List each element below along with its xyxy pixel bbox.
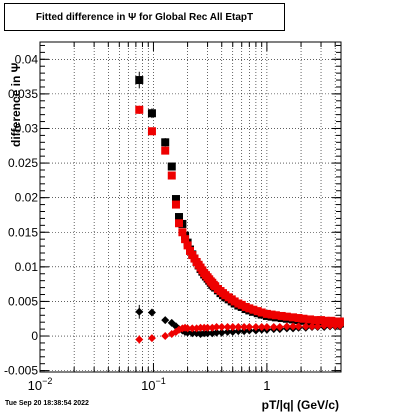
data-point-width: [317, 316, 326, 325]
data-point-mean: [262, 323, 271, 332]
data-point-width: [271, 311, 280, 320]
data-point-mean: [203, 323, 212, 332]
data-point-width: [289, 313, 298, 322]
data-point-width: [257, 308, 266, 317]
data-point-mean: [217, 323, 226, 332]
data-point-width: [167, 171, 176, 180]
data-point-mean: [234, 327, 243, 336]
y-tick-label: -0.005: [4, 364, 38, 378]
data-point-mean: [289, 322, 298, 331]
data-point-mean: [183, 324, 192, 333]
y-tick-label: 0.015: [8, 225, 38, 239]
data-point-mean: [301, 322, 310, 331]
data-point-mean: [313, 322, 322, 331]
data-point-mean: [135, 335, 144, 344]
data-point-mean: [217, 328, 226, 337]
grid-lines: [40, 42, 341, 372]
data-point-width: [167, 162, 176, 171]
data-point-mean: [294, 322, 303, 331]
y-tick-label: 0.005: [8, 294, 38, 308]
data-point-mean: [257, 323, 266, 332]
y-tick-label: 0.035: [8, 87, 38, 101]
data-point-width: [335, 317, 344, 326]
data-point-width: [147, 109, 156, 118]
data-point-mean: [269, 323, 278, 332]
y-tick-label: 0.025: [8, 156, 38, 170]
timestamp: Tue Sep 20 18:38:54 2022: [5, 400, 89, 407]
data-point-mean: [320, 321, 329, 330]
data-point-mean: [251, 323, 260, 332]
data-point-mean: [245, 323, 254, 332]
plot-frame: [39, 41, 342, 373]
data-point-width: [277, 311, 286, 320]
y-tick-label: 0: [31, 329, 38, 343]
data-point-width: [161, 138, 170, 147]
y-tick-label: 0.04: [15, 52, 39, 66]
y-axis-label: difference in Ψ: [9, 62, 23, 147]
data-point-mean: [188, 324, 197, 333]
data-point-width: [178, 228, 187, 237]
data-point-width: [299, 314, 308, 323]
data-point-width: [245, 304, 254, 313]
x-axis-label: pT/|q| (GeV/c): [262, 398, 339, 412]
data-point-mean: [240, 327, 249, 336]
data-point-mean: [212, 323, 221, 332]
x-tick-label: 10−2: [28, 376, 53, 393]
axes: 10−2 10−1 1 -0.005 0 0.005 0.01 0.015 0.02 0.025 0…: [4, 42, 341, 393]
data-point-mean: [240, 323, 249, 332]
y-tick-label: 0.02: [15, 191, 39, 205]
chart-title: Fitted difference in Ψ for Global Rec Al…: [35, 11, 254, 23]
data-point-mean: [282, 322, 291, 331]
data-point-width: [306, 315, 315, 324]
data-point-width: [171, 200, 180, 209]
data-point-width: [171, 195, 180, 204]
data-point-mean: [234, 323, 243, 332]
data-point-mean: [203, 329, 212, 338]
y-tick-label: 0.01: [15, 260, 39, 274]
data-point-width: [249, 305, 258, 314]
data-point-width: [175, 219, 184, 228]
data-point-width: [183, 241, 192, 250]
data-point-mean: [331, 321, 340, 330]
data-point-mean: [326, 321, 335, 330]
data-point-width: [161, 146, 170, 155]
data-point-mean: [223, 323, 232, 332]
data-point-mean: [161, 316, 170, 325]
data-point-width: [135, 76, 144, 85]
data-point-mean: [228, 327, 237, 336]
data-point-mean: [223, 327, 232, 336]
data-point-mean: [308, 322, 317, 331]
data-point-width: [147, 127, 156, 136]
data-point-width: [262, 309, 271, 318]
data-point-width: [327, 316, 336, 325]
data-point-mean: [161, 332, 170, 341]
data-marks: [135, 71, 344, 344]
data-point-mean: [147, 334, 156, 343]
data-point-width: [186, 246, 195, 255]
data-point-mean: [212, 328, 221, 337]
data-point-width: [181, 235, 190, 244]
y-tick-label: 0.03: [15, 121, 39, 135]
data-point-mean: [228, 323, 237, 332]
data-point-width: [135, 105, 144, 114]
data-point-width: [311, 316, 320, 325]
data-point-width: [321, 316, 330, 325]
data-point-mean: [335, 321, 344, 330]
title-box: Fitted difference in Ψ for Global Rec Al…: [4, 3, 285, 31]
x-tick-label: 1: [263, 378, 270, 393]
data-point-width: [175, 213, 184, 222]
data-point-mean: [135, 307, 144, 316]
data-point-mean: [147, 308, 156, 317]
data-point-width: [267, 310, 276, 319]
data-point-mean: [275, 323, 284, 332]
data-point-width: [294, 314, 303, 323]
data-point-width: [282, 312, 291, 321]
data-point-mean: [188, 329, 197, 338]
x-tick-label: 10−1: [141, 376, 166, 393]
